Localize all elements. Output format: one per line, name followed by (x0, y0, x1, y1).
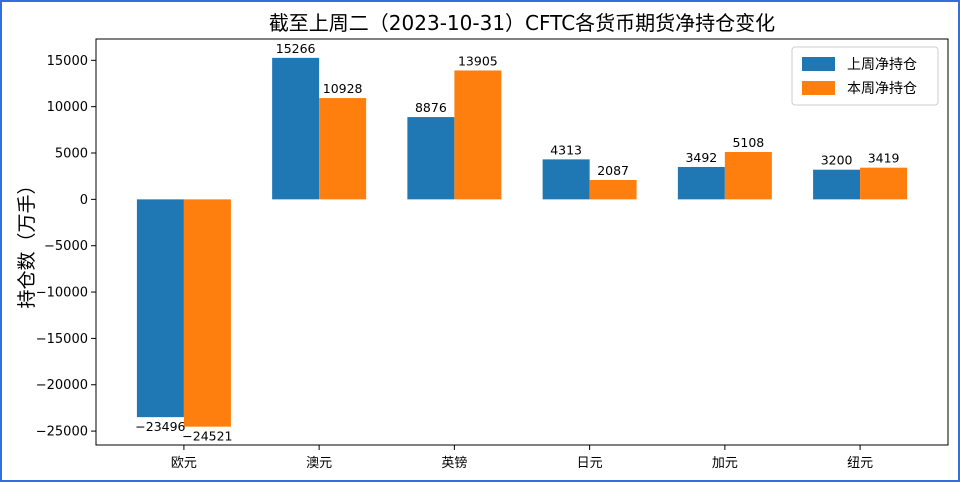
legend-label: 本周净持仓 (847, 81, 917, 97)
bar-value-label: 2087 (597, 163, 629, 178)
bar (813, 169, 861, 200)
bar-value-label: 4313 (550, 142, 582, 157)
bar (136, 199, 184, 418)
bars-group (136, 57, 908, 427)
y-tick-label: −25000 (36, 425, 88, 440)
chart-title: 截至上周二（2023-10-31）CFTC各货币期货净持仓变化 (269, 11, 775, 35)
bar-value-label: 13905 (458, 53, 498, 68)
y-tick-label: −15000 (36, 332, 88, 347)
bar (589, 180, 637, 200)
x-tick-label: 英镑 (441, 455, 467, 471)
y-tick-label: 0 (80, 193, 88, 208)
bar-value-label: 10928 (323, 81, 363, 96)
y-tick-label: 10000 (47, 100, 88, 115)
y-tick-label: 5000 (55, 147, 88, 162)
bar-value-label: 3419 (868, 151, 900, 166)
y-axis-label: 持仓数（万手） (16, 175, 38, 308)
x-tick-label: 澳元 (306, 455, 332, 471)
bar (454, 70, 502, 200)
bar (542, 159, 590, 200)
y-tick-label: −10000 (36, 286, 88, 301)
x-axis: 欧元 澳元 英镑 日元 加元 纽元 (171, 445, 873, 471)
legend-label: 上周净持仓 (847, 57, 917, 73)
x-tick-label: 日元 (577, 456, 603, 471)
bar (677, 166, 725, 200)
value-labels-group: −23496−24521 15266 10928 8876 13905 4313 2087 3… (135, 41, 899, 444)
x-tick-label: 纽元 (847, 456, 873, 471)
y-tick-label: −5000 (44, 239, 88, 254)
bar-value-label: 3200 (821, 153, 853, 168)
bar-value-label: 5108 (732, 135, 764, 150)
bar (724, 152, 772, 200)
x-tick-label: 欧元 (171, 456, 197, 471)
legend-swatch (802, 57, 835, 71)
bar-value-label: 15266 (276, 41, 316, 56)
bar (860, 167, 908, 200)
y-tick-label: 15000 (47, 54, 88, 69)
legend-swatch (802, 81, 835, 95)
bar (407, 117, 455, 200)
bar (183, 199, 231, 427)
plot-area-frame (95, 38, 949, 446)
bar-value-label: −24521 (182, 429, 232, 444)
bar-value-label: 8876 (415, 100, 447, 115)
y-tick-label: −20000 (36, 378, 88, 393)
bar (319, 98, 367, 200)
bar-value-label: −23496 (135, 419, 185, 434)
x-tick-label: 加元 (712, 456, 738, 471)
bar-value-label: 3492 (685, 150, 717, 165)
bar (272, 57, 320, 200)
y-axis: −25000 −20000 −15000 −10000 −5000 0 5000 10000 1… (36, 54, 96, 440)
